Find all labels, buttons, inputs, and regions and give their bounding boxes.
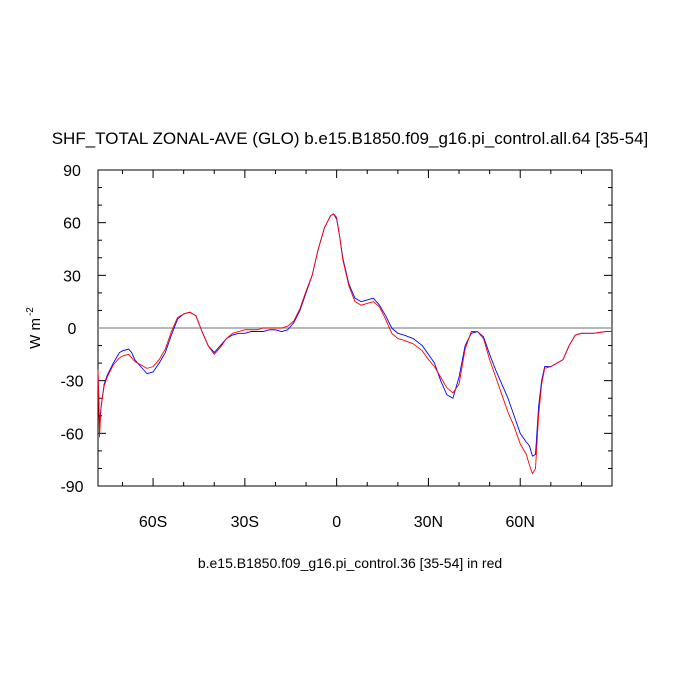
y-tick-label: -60 (60, 426, 83, 443)
y-tick-label: 30 (63, 268, 81, 285)
x-tick-label: 0 (332, 514, 341, 531)
x-tick-label: 30S (231, 514, 259, 531)
y-tick-label: 0 (68, 321, 77, 338)
tick-labels: -90 -60 -30 0 30 60 90 60S 30S 0 30N 60N (60, 163, 534, 531)
y-axis-label-exponent: -2 (25, 307, 36, 316)
series-group (97, 213, 612, 475)
x-tick-label: 60S (139, 514, 167, 531)
series-line-blue (97, 213, 612, 457)
y-axis-label: W m -2 (25, 307, 44, 349)
chart-title: SHF_TOTAL ZONAL-AVE (GLO) b.e15.B1850.f0… (52, 129, 649, 148)
tick-marks (98, 169, 613, 487)
series-line-red (97, 213, 612, 475)
x-tick-label: 30N (414, 514, 443, 531)
y-tick-label: 90 (63, 163, 81, 180)
x-tick-label: 60N (506, 514, 535, 531)
y-tick-label: 60 (63, 216, 81, 233)
y-tick-label: -30 (60, 374, 83, 391)
y-tick-label: -90 (60, 479, 83, 496)
y-axis-label-base: W m (27, 318, 44, 349)
x-axis-label: b.e15.B1850.f09_g16.pi_control.36 [35-54… (198, 555, 502, 571)
